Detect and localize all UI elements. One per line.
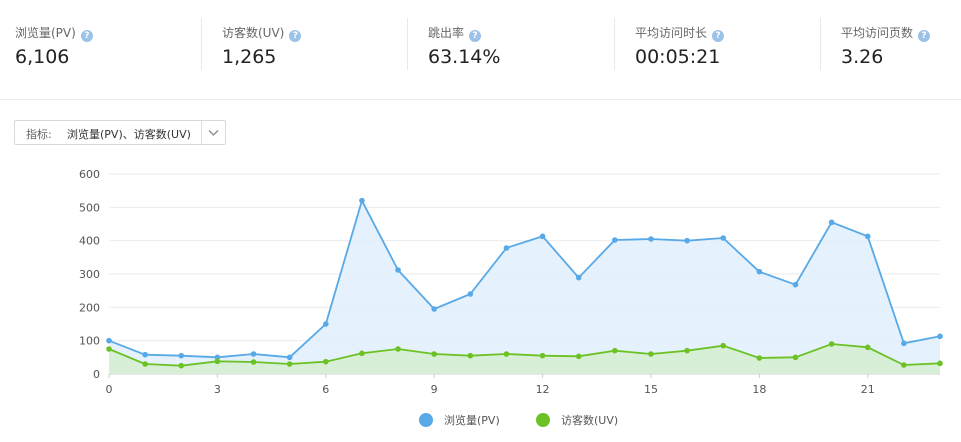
y-tick-label: 500 xyxy=(79,201,100,214)
data-point[interactable] xyxy=(684,347,690,354)
data-point[interactable] xyxy=(864,233,871,240)
data-point[interactable] xyxy=(864,344,871,351)
data-point[interactable] xyxy=(106,346,112,352)
stat-value: 63.14% xyxy=(428,46,501,68)
data-point[interactable] xyxy=(756,268,763,275)
help-icon[interactable]: ? xyxy=(712,30,725,42)
data-point[interactable] xyxy=(142,351,148,358)
data-point[interactable] xyxy=(431,351,437,357)
y-tick-label: 0 xyxy=(93,368,100,381)
data-point[interactable] xyxy=(539,352,546,359)
x-tick-label: 6 xyxy=(322,383,329,396)
stat-label: 平均访问页数 xyxy=(841,26,914,40)
data-point[interactable] xyxy=(684,237,690,244)
data-point[interactable] xyxy=(575,274,582,281)
data-point[interactable] xyxy=(214,354,221,361)
stat-label: 跳出率 xyxy=(428,26,465,40)
legend-label[interactable]: 访客数(UV) xyxy=(561,413,618,427)
stat-value: 3.26 xyxy=(841,46,884,68)
stat-value: 6,106 xyxy=(15,46,70,68)
data-point[interactable] xyxy=(575,353,582,360)
data-point[interactable] xyxy=(395,346,401,352)
data-point[interactable] xyxy=(720,342,727,349)
data-point[interactable] xyxy=(648,351,654,357)
data-point[interactable] xyxy=(250,351,257,357)
metric-selector[interactable]: 指标: 浏览量(PV)、访客数(UV) xyxy=(14,120,226,145)
data-point[interactable] xyxy=(901,362,907,368)
y-tick-label: 300 xyxy=(79,268,100,281)
y-tick-label: 400 xyxy=(79,235,100,248)
legend-marker[interactable] xyxy=(419,413,433,427)
stat-label: 平均访问时长 xyxy=(635,26,708,40)
data-point[interactable] xyxy=(467,352,474,359)
data-point[interactable] xyxy=(648,236,654,242)
x-tick-label: 0 xyxy=(106,383,113,396)
help-icon[interactable]: ? xyxy=(469,30,482,42)
data-point[interactable] xyxy=(322,321,329,327)
metric-selector-prefix: 指标: xyxy=(26,128,52,141)
data-point[interactable] xyxy=(214,358,221,365)
stats-bar: 浏览量(PV)? 6,106 访客数(UV)? 1,265 跳出率? 63.14… xyxy=(0,0,961,100)
data-point[interactable] xyxy=(178,362,185,369)
data-point[interactable] xyxy=(901,340,907,347)
data-point[interactable] xyxy=(828,219,835,226)
divider xyxy=(820,18,821,70)
data-point[interactable] xyxy=(359,197,365,204)
data-point[interactable] xyxy=(503,245,510,251)
y-tick-label: 200 xyxy=(79,301,100,314)
data-point[interactable] xyxy=(612,347,618,354)
data-point[interactable] xyxy=(937,360,943,367)
traffic-chart: 0 100 200 300 400 500 600 0 3 6 9 12 15 18 21 浏览量(PV)… xyxy=(79,168,943,427)
divider xyxy=(614,18,615,70)
data-point[interactable] xyxy=(359,350,365,357)
data-point[interactable] xyxy=(612,237,618,243)
series-line xyxy=(108,343,941,367)
data-point[interactable] xyxy=(503,351,510,357)
help-icon[interactable]: ? xyxy=(80,30,93,42)
data-point[interactable] xyxy=(142,361,148,367)
stat-value: 00:05:21 xyxy=(635,46,721,68)
x-tick-label: 18 xyxy=(752,383,766,396)
help-icon[interactable]: ? xyxy=(289,30,302,42)
data-point[interactable] xyxy=(286,354,293,361)
x-tick-label: 9 xyxy=(431,383,438,396)
data-point[interactable] xyxy=(178,352,185,359)
x-tick-label: 15 xyxy=(644,383,658,396)
legend-label[interactable]: 浏览量(PV) xyxy=(444,413,500,427)
stat-label: 访客数(UV) xyxy=(222,26,285,40)
data-point[interactable] xyxy=(539,233,546,240)
data-point[interactable] xyxy=(395,267,401,273)
series-area xyxy=(109,344,940,374)
series-line xyxy=(108,198,941,359)
data-point[interactable] xyxy=(431,306,437,312)
data-point[interactable] xyxy=(756,355,763,361)
x-tick-label: 12 xyxy=(536,383,550,396)
data-point[interactable] xyxy=(322,358,329,365)
help-icon[interactable]: ? xyxy=(918,30,931,42)
x-tick-label: 3 xyxy=(214,383,221,396)
stat-value: 1,265 xyxy=(222,46,277,68)
series-area xyxy=(109,200,940,374)
legend-marker[interactable] xyxy=(536,413,550,427)
metric-selector-value: 浏览量(PV)、访客数(UV) xyxy=(67,128,191,141)
data-point[interactable] xyxy=(250,359,257,365)
data-point[interactable] xyxy=(467,291,474,297)
divider xyxy=(407,18,408,70)
data-point[interactable] xyxy=(106,337,112,344)
data-point[interactable] xyxy=(792,281,799,288)
data-point[interactable] xyxy=(937,333,943,340)
chevron-down-icon[interactable] xyxy=(201,121,225,144)
y-tick-label: 100 xyxy=(79,335,100,348)
data-point[interactable] xyxy=(828,341,835,347)
data-point[interactable] xyxy=(720,235,727,241)
data-point[interactable] xyxy=(792,354,799,361)
divider xyxy=(201,18,202,70)
stat-label: 浏览量(PV) xyxy=(15,26,76,40)
data-point[interactable] xyxy=(286,361,293,367)
y-tick-label: 600 xyxy=(79,168,100,181)
x-tick-label: 21 xyxy=(861,383,875,396)
